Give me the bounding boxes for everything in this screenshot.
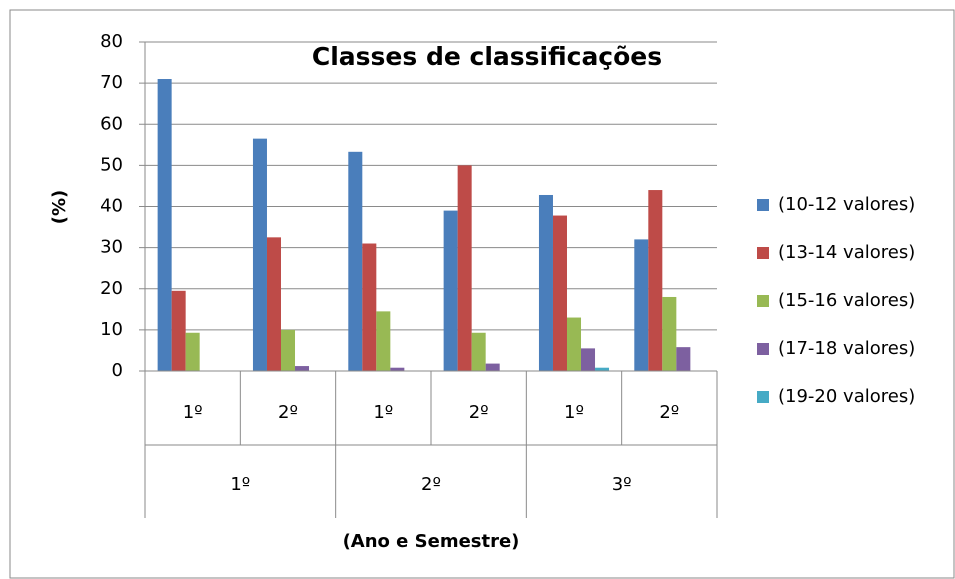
bar bbox=[443, 210, 458, 371]
bar bbox=[662, 296, 677, 371]
bar bbox=[457, 165, 472, 371]
legend-swatch bbox=[757, 199, 769, 211]
legend-label: (15-16 valores) bbox=[778, 290, 915, 311]
x-tick-label: 1º bbox=[564, 402, 584, 423]
y-tick-label: 30 bbox=[100, 237, 123, 258]
bar bbox=[171, 290, 186, 371]
x-tick-label: 1º bbox=[183, 402, 203, 423]
x-tick-label: 2º bbox=[278, 402, 298, 423]
bar bbox=[280, 329, 296, 371]
legend-swatch bbox=[757, 247, 769, 259]
legend-label: (19-20 valores) bbox=[778, 386, 915, 407]
y-tick-label: 20 bbox=[100, 278, 123, 299]
chart-title: Classes de classificações bbox=[312, 42, 662, 71]
bar bbox=[581, 348, 596, 371]
x-tick-label: 1º bbox=[373, 402, 393, 423]
bar bbox=[295, 366, 310, 371]
y-tick-label: 40 bbox=[100, 196, 123, 217]
bar bbox=[266, 237, 281, 371]
bar bbox=[157, 79, 172, 371]
x-tick-label: 2º bbox=[469, 402, 489, 423]
y-tick-label: 10 bbox=[100, 319, 123, 340]
x-tick-label: 2º bbox=[659, 402, 679, 423]
legend-swatch bbox=[757, 343, 769, 355]
bar bbox=[185, 332, 200, 371]
group-label: 1º bbox=[230, 474, 250, 495]
bar bbox=[566, 317, 582, 371]
bar bbox=[538, 194, 553, 371]
bar bbox=[362, 243, 377, 371]
bar bbox=[348, 151, 363, 371]
group-label: 2º bbox=[421, 474, 441, 495]
y-tick-label: 60 bbox=[100, 113, 123, 134]
bar bbox=[648, 190, 663, 371]
group-label: 3º bbox=[612, 474, 632, 495]
legend-label: (10-12 valores) bbox=[778, 194, 915, 215]
bar bbox=[595, 367, 610, 371]
bar bbox=[552, 215, 567, 371]
bar bbox=[634, 239, 649, 371]
legend-label: (17-18 valores) bbox=[778, 338, 915, 359]
y-tick-label: 70 bbox=[100, 72, 123, 93]
legend-label: (13-14 valores) bbox=[778, 242, 915, 263]
legend-swatch bbox=[757, 391, 769, 403]
y-tick-label: 80 bbox=[100, 31, 123, 52]
bar bbox=[471, 332, 486, 371]
bar bbox=[390, 367, 405, 371]
bar bbox=[376, 311, 391, 371]
legend-swatch bbox=[757, 295, 769, 307]
x-axis-label: (Ano e Semestre) bbox=[343, 531, 520, 552]
y-axis-label: (%) bbox=[49, 190, 70, 225]
bar bbox=[485, 363, 500, 371]
y-tick-label: 0 bbox=[112, 360, 123, 381]
bar bbox=[676, 347, 691, 371]
bar bbox=[252, 138, 267, 371]
y-tick-label: 50 bbox=[100, 154, 123, 175]
